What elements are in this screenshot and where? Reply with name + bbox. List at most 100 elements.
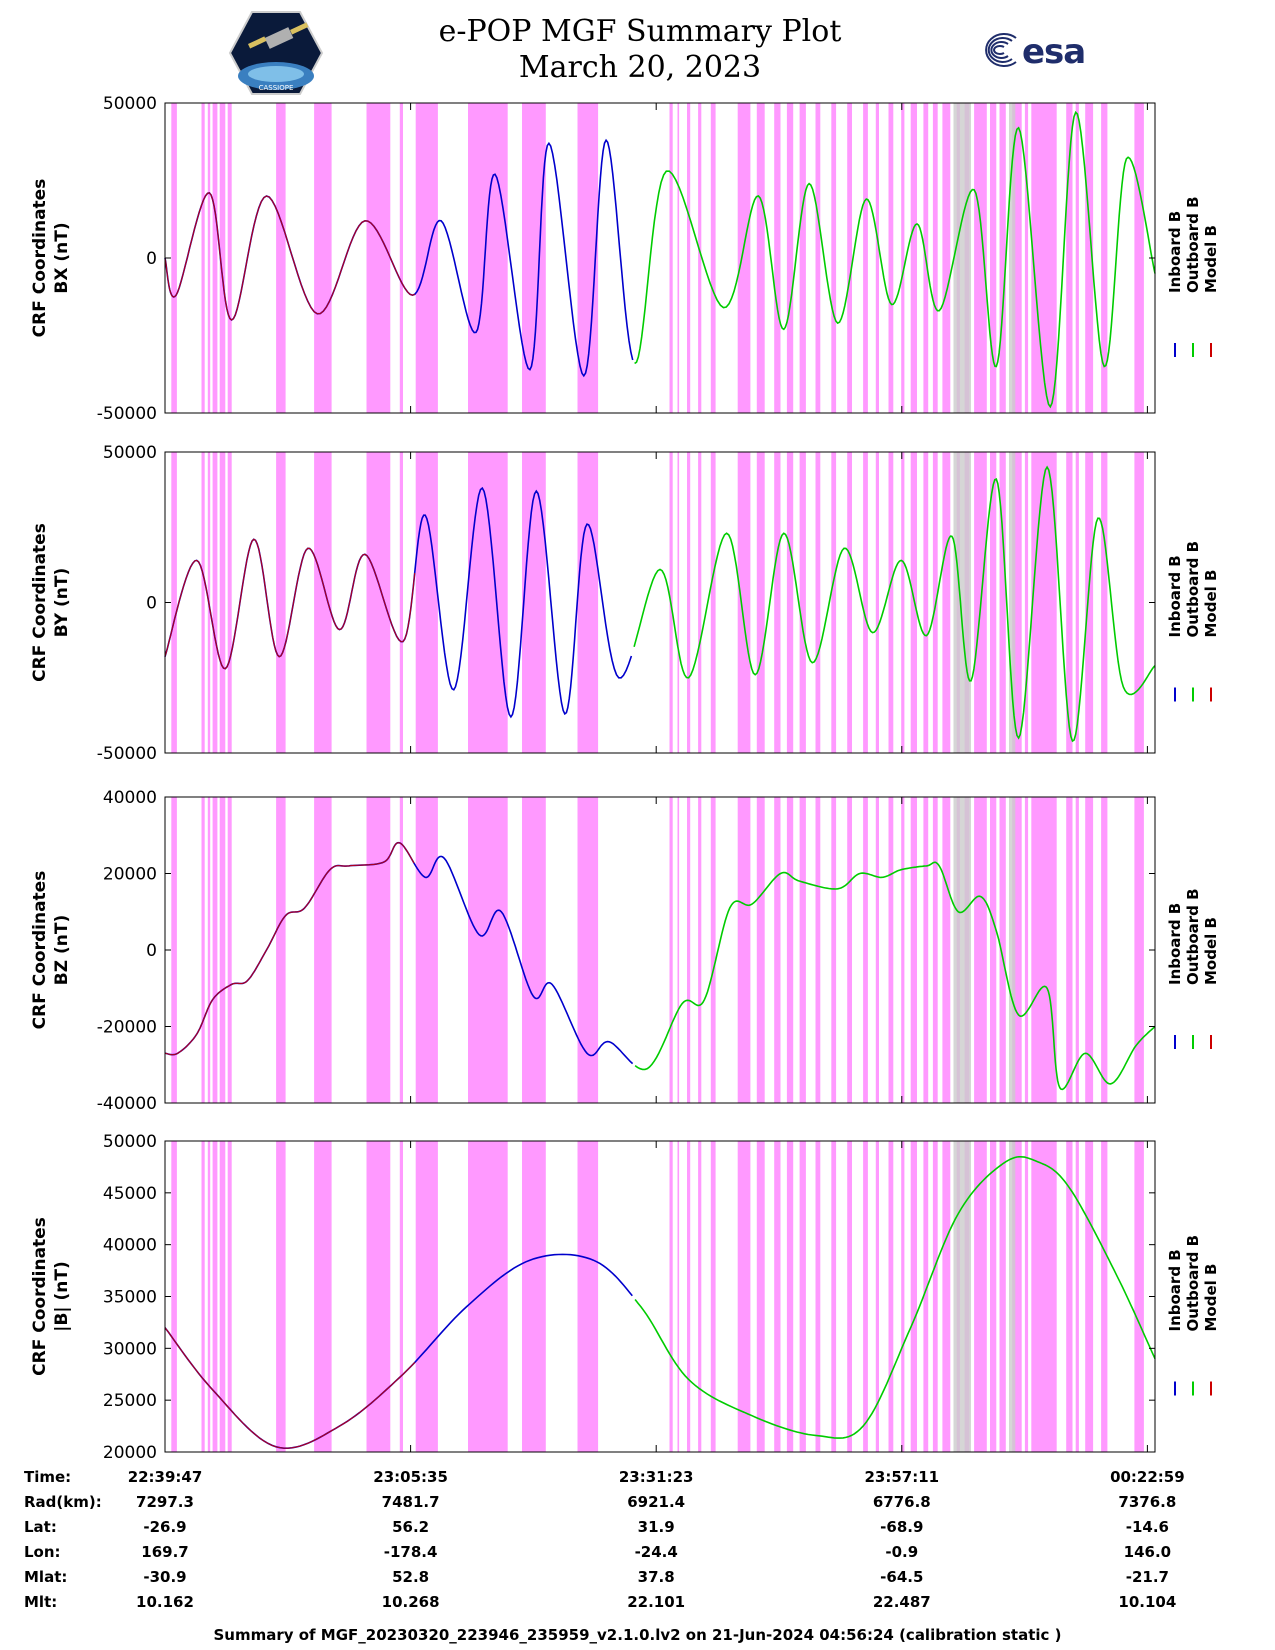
panel-bx: 50000 0 -50000 CRF Coordinates BX (nT) Inboar…: [30, 94, 1220, 424]
shaded-interval: [910, 1141, 917, 1452]
y-tick-label: -40000: [97, 1094, 157, 1114]
y-tick-label: 40000: [103, 788, 157, 808]
panel-by: 50000 0 -50000 CRF Coordinates BY (nT) Inboar…: [30, 443, 1220, 764]
shaded-interval: [577, 797, 599, 1103]
shaded-interval: [863, 1141, 868, 1452]
shaded-interval: [1024, 103, 1029, 413]
shaded-interval: [910, 797, 917, 1103]
shaded-interval: [522, 797, 546, 1103]
shaded-interval: [687, 452, 691, 753]
table-row-label: Time:: [24, 1468, 72, 1486]
gray-interval: [953, 103, 971, 413]
shaded-interval: [974, 797, 987, 1103]
y-axis-label: CRF Coordinates BY (nT): [30, 523, 72, 682]
shaded-interval: [799, 1141, 806, 1452]
y-axis-label-line1: CRF Coordinates: [30, 1217, 50, 1376]
table-cell: 10.268: [381, 1593, 440, 1611]
shaded-interval: [212, 1141, 218, 1452]
y-axis-label-line2: BZ (nT): [52, 915, 72, 985]
shaded-interval: [522, 452, 546, 753]
shaded-interval: [171, 452, 177, 753]
shaded-interval: [910, 103, 917, 413]
shaded-interval: [399, 1141, 403, 1452]
y-axis-label: CRF Coordinates |B| (nT): [30, 1217, 72, 1376]
shaded-interval: [1101, 103, 1108, 413]
y-axis-label-line2: BY (nT): [52, 568, 72, 638]
legend-label: Inboard B: [1166, 1249, 1184, 1331]
panel-frame: [164, 1140, 1156, 1453]
shaded-interval: [577, 1141, 599, 1452]
shaded-interval: [710, 797, 716, 1103]
shaded-interval: [1134, 103, 1144, 413]
shaded-interval: [677, 452, 680, 753]
shaded-interval: [207, 797, 211, 1103]
legend-label: Model B: [1202, 570, 1220, 638]
cassiope-logo-icon: CASSIOPE: [228, 11, 324, 95]
y-tick-label: 50000: [103, 1132, 157, 1152]
shaded-interval: [901, 1141, 905, 1452]
series-inboard-b: [164, 1253, 633, 1449]
shaded-interval: [756, 1141, 765, 1452]
shaded-interval: [999, 103, 1006, 413]
table-cell: -178.4: [383, 1543, 438, 1561]
series-model-b: [164, 538, 416, 670]
shaded-interval: [1134, 1141, 1144, 1452]
shaded-interval: [901, 452, 905, 753]
shaded-interval: [737, 797, 751, 1103]
shaded-interval: [875, 797, 879, 1103]
panel-bz: 40000 20000 0 -20000 -40000 CRF Coordinates BZ…: [30, 788, 1220, 1114]
shaded-interval: [786, 452, 794, 753]
shaded-interval: [219, 103, 226, 413]
shaded-interval: [207, 103, 211, 413]
shaded-interval: [314, 452, 332, 753]
plot-title: e-POP MGF Summary Plot March 20, 2023: [360, 14, 920, 86]
shaded-interval: [863, 797, 868, 1103]
legend-label: Outboard B: [1184, 888, 1202, 985]
table-cell: 22.487: [872, 1593, 931, 1611]
shaded-interval: [901, 103, 905, 413]
series-model-b: [164, 192, 416, 321]
table-row-label: Mlat:: [24, 1568, 68, 1586]
shaded-interval: [1075, 797, 1079, 1103]
table-cell: 22:39:47: [127, 1468, 203, 1486]
shaded-interval: [815, 797, 821, 1103]
shaded-interval: [698, 452, 702, 753]
shaded-interval: [276, 452, 286, 753]
shaded-interval: [831, 452, 837, 753]
shaded-interval: [875, 103, 879, 413]
shaded-interval: [1101, 1141, 1108, 1452]
shaded-interval: [737, 1141, 751, 1452]
table-cell: 6921.4: [627, 1493, 686, 1511]
legend-label: Model B: [1202, 225, 1220, 293]
shaded-interval: [1134, 452, 1144, 753]
shaded-interval: [1085, 797, 1094, 1103]
shaded-interval: [1024, 452, 1029, 753]
shaded-interval: [1012, 797, 1022, 1103]
title-line-2: March 20, 2023: [518, 50, 762, 85]
shaded-interval: [1075, 103, 1079, 413]
shaded-interval: [366, 452, 391, 753]
shaded-interval: [669, 1141, 673, 1452]
shaded-interval: [875, 1141, 879, 1452]
shaded-interval: [847, 103, 852, 413]
shaded-interval: [1085, 103, 1094, 413]
y-tick-label: 30000: [103, 1339, 157, 1359]
shaded-interval: [314, 103, 332, 413]
y-tick-label: 35000: [103, 1288, 157, 1308]
shaded-interval: [786, 103, 794, 413]
shaded-interval: [201, 797, 205, 1103]
shaded-interval: [990, 1141, 997, 1452]
shaded-interval: [756, 797, 765, 1103]
esa-logo-text: esa: [1022, 32, 1086, 72]
shaded-interval: [786, 797, 794, 1103]
y-tick-label: 0: [146, 594, 157, 614]
shaded-interval: [932, 1141, 938, 1452]
table-cell: 10.104: [1118, 1593, 1177, 1611]
shaded-interval: [1134, 797, 1144, 1103]
shaded-interval: [799, 452, 806, 753]
legend-label: Outboard B: [1184, 196, 1202, 293]
title-line-1: e-POP MGF Summary Plot: [438, 14, 842, 49]
table-cell: 10.162: [136, 1593, 194, 1611]
table-row-label: Rad(km):: [24, 1493, 102, 1511]
gray-interval: [953, 1141, 971, 1452]
